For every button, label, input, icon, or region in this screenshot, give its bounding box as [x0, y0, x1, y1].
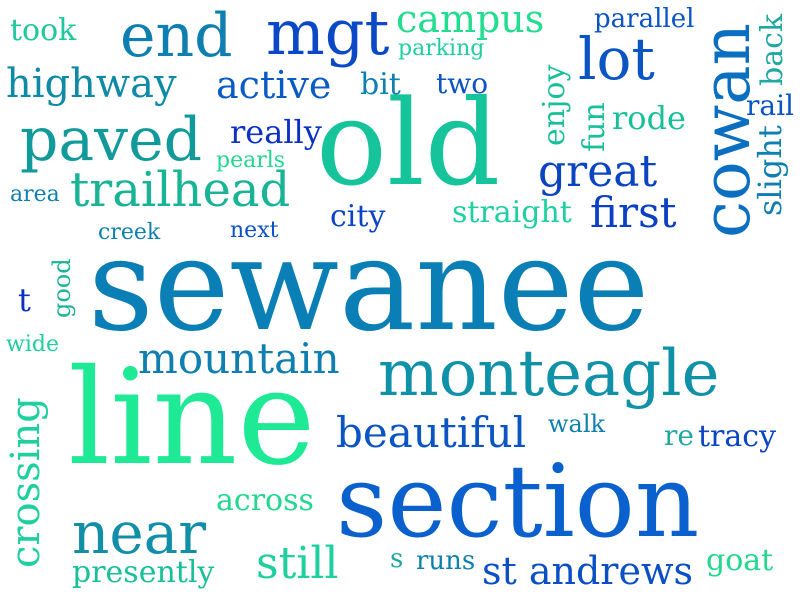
word-city: city — [330, 199, 386, 234]
word-enjoy: enjoy — [537, 64, 572, 146]
word-really: really — [230, 113, 322, 151]
word-end: end — [120, 1, 233, 71]
word-re: re — [664, 419, 694, 452]
word-area: area — [10, 182, 60, 207]
word-took: took — [10, 13, 77, 48]
word-crossing: crossing — [3, 397, 49, 568]
word-bit: bit — [360, 67, 401, 102]
word-mountain: mountain — [138, 334, 340, 383]
word-walk: walk — [548, 410, 606, 438]
word-good: good — [48, 258, 76, 318]
word-first: first — [590, 188, 677, 237]
word-monteagle: monteagle — [378, 337, 720, 411]
word-line: line — [68, 341, 316, 495]
word-sewanee: sewanee — [88, 211, 650, 360]
word-rode: rode — [612, 99, 686, 137]
word-active: active — [216, 63, 332, 107]
word-great: great — [538, 146, 658, 197]
word-across: across — [216, 483, 314, 518]
word-next: next — [230, 218, 279, 243]
word-fun: fun — [577, 102, 612, 152]
word-tracy: tracy — [698, 419, 777, 454]
word-rail: rail — [746, 89, 794, 122]
word-near: near — [72, 499, 206, 567]
word-old: old — [316, 74, 501, 212]
word-back: back — [755, 13, 790, 86]
word-creek: creek — [98, 220, 161, 245]
word-highway: highway — [6, 61, 177, 107]
word-lot: lot — [578, 25, 655, 93]
word-pearls: pearls — [216, 148, 286, 173]
word-still: still — [256, 538, 339, 589]
word-mgt: mgt — [266, 0, 390, 69]
word-wide: wide — [6, 332, 59, 357]
word-parallel: parallel — [594, 4, 695, 34]
word-straight: straight — [452, 195, 572, 230]
word-parking: parking — [398, 36, 485, 61]
word-runs: runs — [416, 546, 476, 576]
word-section: section — [336, 443, 700, 560]
word-slight: slight — [751, 125, 789, 216]
word-two: two — [436, 67, 489, 100]
word-goat: goat — [706, 543, 774, 578]
word-trailhead: trailhead — [70, 162, 291, 218]
word-presently: presently — [72, 555, 215, 590]
word-t: t — [18, 281, 31, 319]
word-s: s — [390, 544, 404, 574]
word-campus: campus — [396, 0, 545, 41]
word-st-andrews: st andrews — [482, 549, 693, 593]
word-beautiful: beautiful — [336, 408, 527, 457]
word-paved: paved — [20, 105, 202, 175]
